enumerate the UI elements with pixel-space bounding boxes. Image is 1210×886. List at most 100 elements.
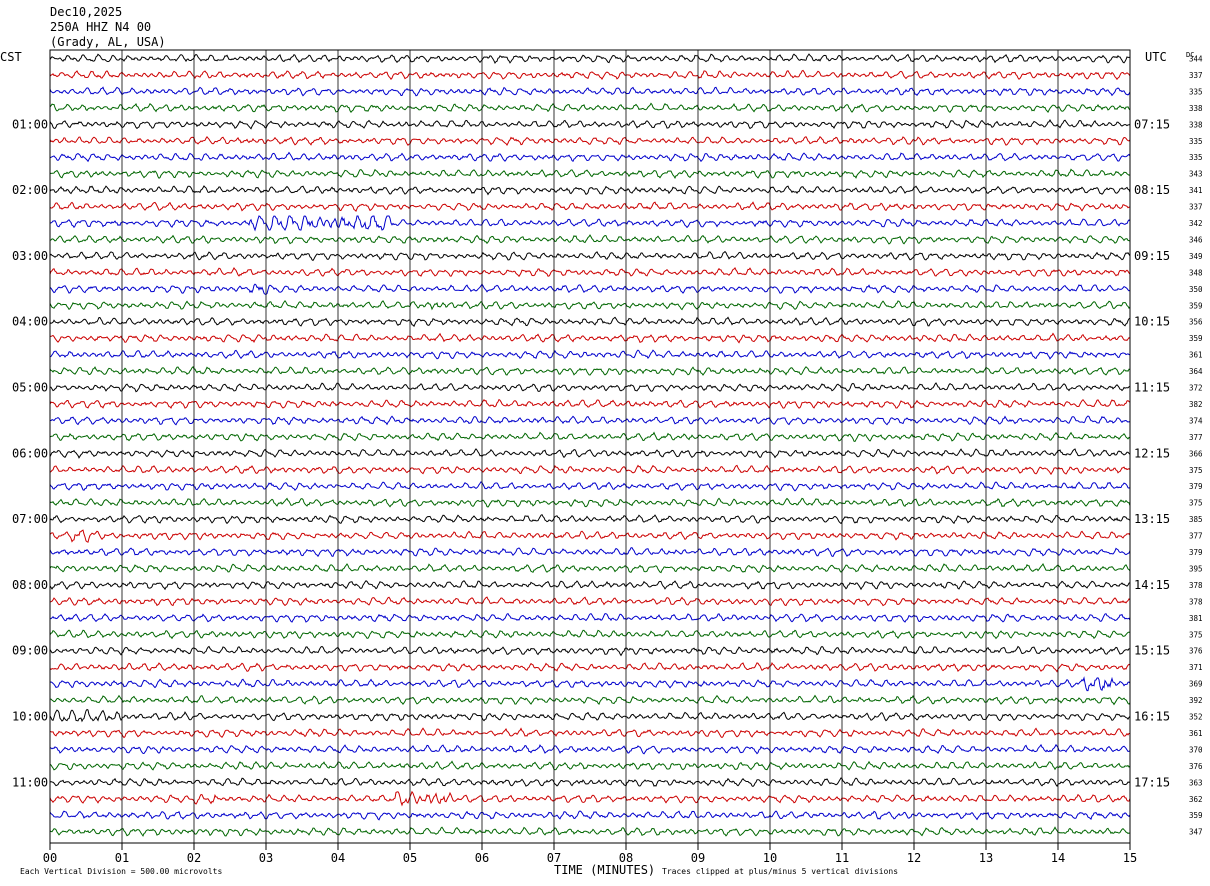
right-hour-labels: 07:15 08:15 09:15 10:15 11:15 12:15 13:15 14:15… — [1134, 117, 1170, 789]
date-label: Dec10,2025 — [50, 5, 122, 19]
dc-offset-value: 359 — [1189, 334, 1203, 343]
seismic-trace-43 — [49, 743, 1131, 755]
seismic-trace-28 — [49, 497, 1131, 508]
dc-offset-value: 371 — [1189, 663, 1203, 672]
dc-offset-labels: 344 337 335 338 338 335 335 343 341 337 342 346 349 3… — [1189, 55, 1203, 837]
dc-offset-value: 392 — [1189, 696, 1203, 705]
dc-offset-value: 366 — [1189, 449, 1203, 458]
dc-offset-value: 379 — [1189, 482, 1203, 491]
x-tick-label: 13 — [979, 851, 993, 865]
dc-offset-value: 348 — [1189, 268, 1203, 277]
left-hour-label: 10:00 — [12, 710, 48, 724]
x-tick-label: 10 — [763, 851, 777, 865]
seismic-trace-16 — [49, 299, 1131, 311]
dc-offset-value: 335 — [1189, 153, 1203, 162]
dc-label: DC — [1186, 51, 1194, 59]
dc-offset-value: 347 — [1189, 828, 1203, 837]
plot-frame — [49, 49, 1131, 844]
dc-offset-value: 362 — [1189, 795, 1203, 804]
seismic-trace-8 — [49, 168, 1131, 179]
seismic-trace-39 — [49, 676, 1131, 692]
left-hour-label: 04:00 — [12, 315, 48, 329]
seismic-trace-19 — [49, 349, 1131, 360]
seismic-trace-7 — [49, 151, 1131, 163]
seismic-trace-38 — [49, 662, 1131, 673]
left-hour-label: 11:00 — [12, 775, 48, 789]
dc-offset-value: 343 — [1189, 170, 1203, 179]
dc-offset-value: 363 — [1189, 778, 1203, 787]
x-tick-label: 14 — [1051, 851, 1065, 865]
dc-offset-value: 359 — [1189, 811, 1203, 820]
dc-offset-value: 352 — [1189, 713, 1203, 722]
seismic-trace-14 — [49, 266, 1131, 278]
seismic-trace-25 — [49, 448, 1131, 459]
right-hour-label: 15:15 — [1134, 644, 1170, 658]
dc-offset-value: 372 — [1189, 384, 1203, 393]
dc-offset-value: 341 — [1189, 186, 1203, 195]
dc-offset-value: 382 — [1189, 400, 1203, 409]
seismic-trace-45 — [49, 777, 1131, 788]
left-hour-label: 01:00 — [12, 117, 48, 131]
seismic-trace-11 — [49, 215, 1131, 232]
right-hour-label: 14:15 — [1134, 578, 1170, 592]
dc-offset-value: 359 — [1189, 301, 1203, 310]
left-hour-label: 05:00 — [12, 381, 48, 395]
dc-offset-value: 377 — [1189, 532, 1203, 541]
seismic-trace-1 — [49, 53, 1130, 64]
x-tick-label: 03 — [259, 851, 273, 865]
seismic-trace-31 — [49, 547, 1131, 558]
dc-offset-value: 378 — [1189, 597, 1203, 606]
dc-offset-value: 385 — [1189, 515, 1203, 524]
left-timezone-label: CST — [0, 50, 22, 64]
left-hour-label: 02:00 — [12, 183, 48, 197]
x-tick-labels: 00 01 02 03 04 05 06 07 08 09 10 11 12 13 14 15 — [43, 843, 1137, 865]
x-tick-label: 09 — [691, 851, 705, 865]
seismic-trace-18 — [50, 332, 1131, 344]
x-tick-label: 15 — [1123, 851, 1137, 865]
right-hour-label: 08:15 — [1134, 183, 1170, 197]
x-tick-label: 02 — [187, 851, 201, 865]
seismic-trace-20 — [49, 365, 1131, 376]
dc-offset-value: 370 — [1189, 745, 1203, 754]
dc-offset-value: 374 — [1189, 416, 1203, 425]
seismic-trace-41 — [49, 708, 1131, 723]
seismic-trace-32 — [49, 563, 1131, 574]
right-hour-label: 10:15 — [1134, 315, 1170, 329]
dc-offset-value: 364 — [1189, 367, 1203, 376]
seismic-trace-30 — [49, 529, 1131, 543]
seismic-trace-47 — [49, 810, 1131, 821]
seismic-trace-40 — [50, 694, 1131, 706]
x-tick-label: 06 — [475, 851, 489, 865]
right-hour-label: 11:15 — [1134, 381, 1170, 395]
right-hour-label: 17:15 — [1134, 775, 1170, 789]
seismic-trace-35 — [49, 612, 1131, 623]
seismic-trace-3 — [49, 86, 1131, 97]
traces-group — [49, 53, 1131, 837]
seismic-trace-6 — [49, 135, 1131, 146]
dc-offset-value: 338 — [1189, 120, 1203, 129]
right-hour-label: 16:15 — [1134, 710, 1170, 724]
x-axis-label: TIME (MINUTES) — [554, 863, 655, 877]
seismic-trace-34 — [49, 596, 1131, 607]
dc-offset-value: 337 — [1189, 203, 1203, 212]
dc-offset-value: 346 — [1189, 235, 1203, 244]
dc-offset-value: 337 — [1189, 71, 1203, 80]
dc-offset-value: 375 — [1189, 499, 1203, 508]
x-tick-label: 05 — [403, 851, 417, 865]
seismic-trace-15 — [49, 283, 1131, 295]
seismic-trace-24 — [49, 431, 1131, 442]
seismic-trace-37 — [49, 645, 1131, 657]
seismic-trace-21 — [49, 382, 1131, 393]
left-hour-label: 08:00 — [12, 578, 48, 592]
seismic-trace-5 — [49, 118, 1131, 130]
time-gridlines — [121, 50, 1059, 843]
x-tick-label: 04 — [331, 851, 345, 865]
seismic-trace-44 — [49, 760, 1131, 771]
x-tick-label: 08 — [619, 851, 633, 865]
dc-offset-value: 361 — [1189, 351, 1203, 360]
dc-offset-value: 395 — [1189, 564, 1203, 573]
seismic-trace-9 — [49, 185, 1131, 196]
dc-offset-value: 376 — [1189, 647, 1203, 656]
x-tick-label: 00 — [43, 851, 57, 865]
seismic-trace-46 — [49, 790, 1131, 807]
